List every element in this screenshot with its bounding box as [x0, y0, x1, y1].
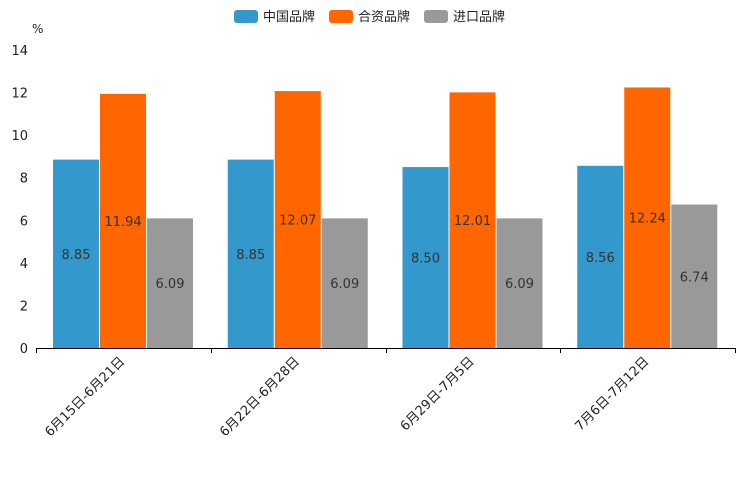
data-label-series-0-cat-2: 8.50 [411, 252, 440, 267]
bar-series-0-cat-1 [227, 159, 274, 348]
bar-series-1-cat-0 [100, 93, 146, 348]
category-label: 6月29日-7月5日 [398, 354, 478, 434]
y-tick-label: 14 [11, 44, 28, 59]
data-label-series-1-cat-3: 12.24 [629, 212, 666, 227]
legend-label: 进口品牌 [453, 9, 505, 25]
legend-item-0: 中国品牌 [234, 9, 315, 25]
bar-series-0-cat-0 [53, 159, 99, 348]
y-tick-label: 10 [11, 129, 28, 144]
bar-series-2-cat-3 [671, 204, 718, 348]
category-label: 6月22日-6月28日 [217, 354, 303, 440]
bar-series-2-cat-2 [496, 218, 543, 348]
y-tick-label: 8 [20, 172, 28, 187]
y-tick-label: 4 [20, 257, 28, 272]
data-label-series-1-cat-1: 12.07 [279, 214, 316, 229]
data-label-series-2-cat-0: 6.09 [156, 277, 185, 292]
bars [53, 87, 718, 349]
bar-series-0-cat-3 [577, 165, 624, 348]
data-label-series-1-cat-2: 12.01 [454, 214, 491, 229]
legend-swatch [329, 10, 353, 23]
y-tick-label: 12 [11, 87, 28, 102]
legend: 中国品牌 合资品牌 进口品牌 [234, 9, 505, 25]
data-label-series-2-cat-1: 6.09 [330, 277, 359, 292]
data-label-series-1-cat-0: 11.94 [104, 215, 141, 230]
y-tick-label: 2 [20, 299, 28, 314]
bar-series-1-cat-1 [274, 91, 321, 349]
legend-item-1: 合资品牌 [329, 9, 410, 25]
data-label-series-0-cat-0: 8.85 [62, 248, 91, 263]
data-labels: 8.85 11.94 6.09 8.85 12.07 6.09 8.50 12.01 6.09 8… [62, 212, 709, 292]
category-label: 6月15日-6月21日 [42, 354, 128, 440]
data-label-series-0-cat-1: 8.85 [236, 248, 265, 263]
legend-item-2: 进口品牌 [424, 9, 505, 25]
y-axis-unit-label: % [32, 22, 43, 36]
legend-label: 中国品牌 [263, 9, 315, 25]
bar-series-0-cat-2 [402, 167, 449, 348]
data-label-series-0-cat-3: 8.56 [586, 251, 615, 266]
y-tick-label: 0 [20, 342, 28, 357]
y-axis-ticks: 0 2 4 6 8 10 12 14 [11, 44, 28, 357]
category-labels: 6月15日-6月21日 6月22日-6月28日 6月29日-7月5日 7月6日-7月1… [42, 354, 652, 440]
bar-series-2-cat-0 [147, 218, 193, 348]
bar-series-1-cat-3 [624, 87, 671, 348]
x-axis [36, 348, 736, 353]
category-label: 7月6日-7月12日 [573, 354, 653, 434]
bar-series-2-cat-1 [321, 218, 368, 348]
data-label-series-2-cat-2: 6.09 [505, 277, 534, 292]
y-tick-label: 6 [20, 214, 28, 229]
legend-swatch [234, 10, 258, 23]
bar-series-1-cat-2 [449, 92, 496, 348]
data-label-series-2-cat-3: 6.74 [680, 270, 709, 285]
legend-swatch [424, 10, 448, 23]
legend-label: 合资品牌 [358, 9, 410, 25]
